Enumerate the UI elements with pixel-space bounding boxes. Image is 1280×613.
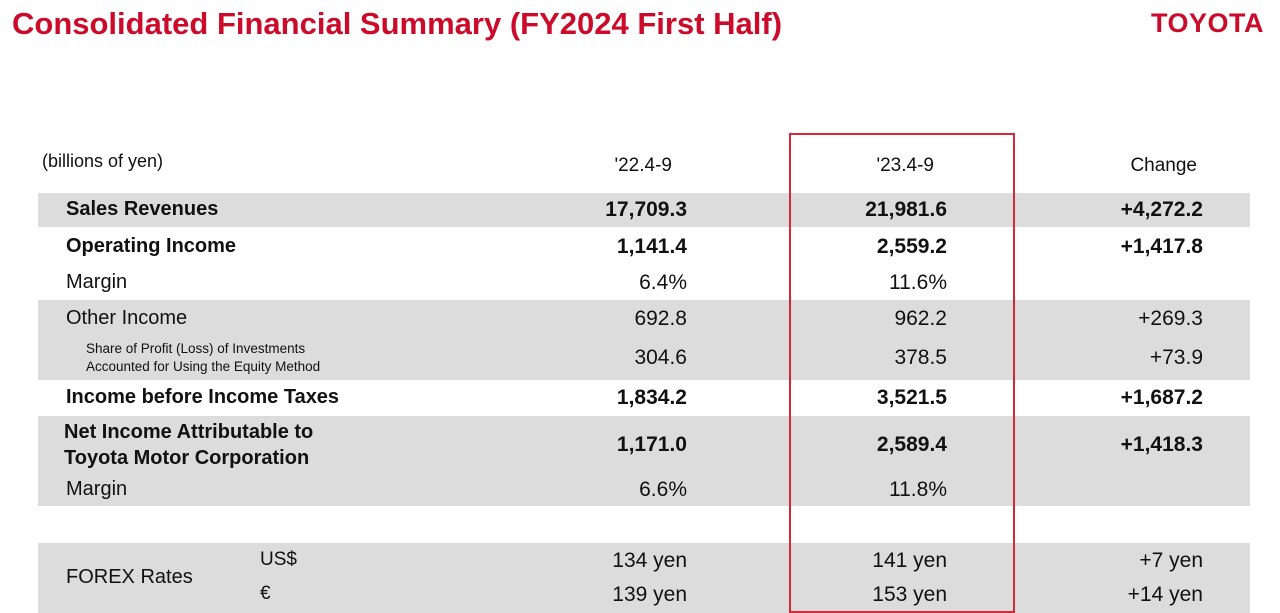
- page-title: Consolidated Financial Summary (FY2024 F…: [12, 6, 783, 41]
- row-label: Net Income Attributable to Toyota Motor …: [64, 419, 313, 471]
- row-band: [38, 193, 1250, 227]
- row-label-line1: Net Income Attributable to: [64, 421, 314, 443]
- value-curr: 11.6%: [889, 271, 947, 294]
- value-curr: 3,521.5: [876, 386, 947, 409]
- value-change: +4,272.2: [1120, 198, 1203, 221]
- value-prev: 692.8: [634, 307, 687, 330]
- value-prev: 1,171.0: [616, 433, 687, 456]
- value-change: +7 yen: [1139, 549, 1203, 572]
- value-change: +14 yen: [1127, 583, 1203, 606]
- value-curr: 153 yen: [872, 583, 947, 606]
- row-label: Income before Income Taxes: [66, 386, 340, 408]
- units-label: (billions of yen): [42, 151, 164, 171]
- value-curr: 11.8%: [889, 478, 947, 501]
- row-label: Margin: [66, 478, 128, 500]
- value-change: +1,417.8: [1120, 235, 1203, 258]
- row-label: Share of Profit (Loss) of Investments Ac…: [86, 340, 320, 376]
- row-label-line1: Share of Profit (Loss) of Investments: [86, 341, 306, 356]
- value-curr: 2,589.4: [876, 433, 947, 456]
- value-prev: 139 yen: [612, 583, 687, 606]
- value-curr: 2,559.2: [876, 235, 947, 258]
- column-header-change: Change: [1130, 155, 1197, 176]
- value-change: +73.9: [1149, 346, 1203, 369]
- value-prev: 1,834.2: [616, 386, 687, 409]
- value-curr: 21,981.6: [865, 198, 947, 221]
- forex-label: FOREX Rates: [66, 566, 193, 588]
- value-change: +1,418.3: [1120, 433, 1203, 456]
- value-prev: 304.6: [634, 346, 687, 369]
- value-prev: 1,141.4: [616, 235, 687, 258]
- row-band: [38, 416, 1250, 506]
- row-label-line2: Toyota Motor Corporation: [64, 447, 310, 469]
- row-label: Sales Revenues: [66, 198, 219, 220]
- row-label: Other Income: [66, 307, 188, 329]
- value-curr: 378.5: [894, 346, 947, 369]
- row-band: [38, 543, 1250, 613]
- row-label: Margin: [66, 271, 128, 293]
- value-prev: 134 yen: [612, 549, 687, 572]
- currency-label: US$: [260, 549, 297, 570]
- value-prev: 6.4%: [639, 271, 687, 294]
- column-header-prev: '22.4-9: [614, 155, 672, 176]
- row-label-line2: Accounted for Using the Equity Method: [86, 359, 321, 374]
- value-curr: 141 yen: [872, 549, 947, 572]
- toyota-logo: TOYOTA: [1150, 8, 1264, 38]
- currency-label: €: [260, 583, 271, 604]
- value-prev: 17,709.3: [605, 198, 687, 221]
- row-band: [38, 300, 1250, 380]
- value-curr: 962.2: [894, 307, 947, 330]
- value-change: +1,687.2: [1120, 386, 1203, 409]
- row-label: Operating Income: [66, 235, 237, 257]
- value-prev: 6.6%: [639, 478, 687, 501]
- column-header-curr: '23.4-9: [876, 155, 934, 176]
- value-change: +269.3: [1138, 307, 1203, 330]
